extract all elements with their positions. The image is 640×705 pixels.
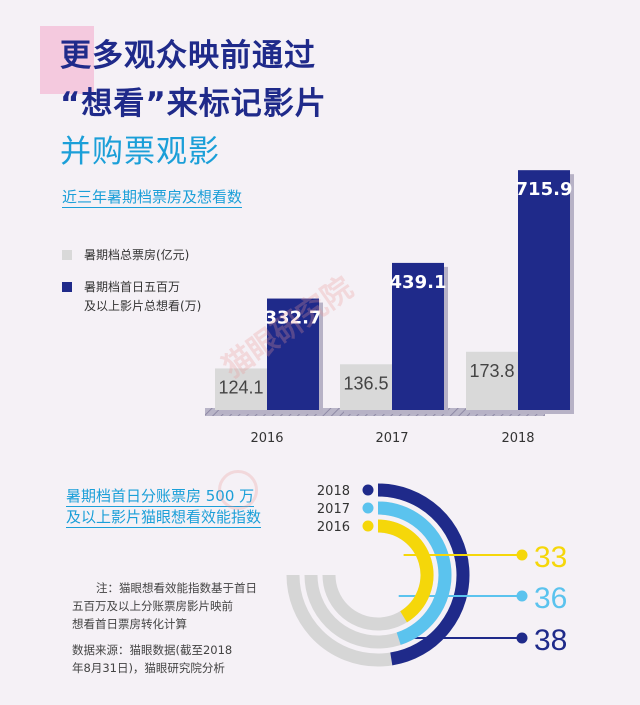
- legend-want-label-1: 暑期档首日五百万: [84, 280, 181, 294]
- ring-year-2017: 2017: [317, 502, 350, 517]
- source-line-2: 年8月31日)，猫眼研究院分析: [72, 661, 225, 675]
- note-line-3: 想看首日票房转化计算: [72, 617, 187, 631]
- ring-dot-2018: [362, 484, 374, 496]
- page-title-line-1: 更多观众映前通过: [60, 38, 316, 74]
- bar-want-2018: [518, 170, 570, 410]
- bar-label-want-2017: 439.1: [390, 272, 447, 293]
- ring-arc-2018: [377, 483, 470, 666]
- ring-value-2018: 38: [534, 624, 567, 657]
- bar-box-office-2016: [215, 368, 267, 410]
- bar-want-2017: [392, 262, 444, 410]
- note-line-1: 注：猫眼想看效能指数基于首日: [96, 581, 257, 595]
- watermark-logo: [218, 470, 258, 510]
- bar-box-office-2017: [340, 364, 392, 410]
- legend-want-label-2: 及以上影片总想看(万): [84, 299, 202, 313]
- ring-chart-title-line-2: 及以上影片猫眼想看效能指数: [66, 508, 262, 528]
- page-title-line-2: “想看”来标记影片: [60, 86, 327, 122]
- ring-end-dot-2017: [516, 590, 528, 602]
- ring-year-2016: 2016: [317, 520, 350, 535]
- bar-want-2016: [267, 298, 319, 410]
- bar-label-want-2018: 715.9: [516, 179, 573, 200]
- ring-year-2018: 2018: [317, 484, 350, 499]
- ring-chart-title-line-1: 暑期档首日分账票房 500 万: [66, 487, 255, 507]
- bar-label-box-office-2016: 124.1: [218, 377, 263, 397]
- bar-label-want-2016: 332.7: [265, 308, 322, 329]
- bar-label-box-office-2018: 173.8: [469, 361, 514, 381]
- bar-chart-title: 近三年暑期档票房及想看数: [62, 188, 243, 208]
- ring-dot-2016: [362, 520, 374, 532]
- bar-label-box-office-2017: 136.5: [343, 373, 388, 393]
- ring-arc-2017: [377, 501, 452, 645]
- legend-swatch-navy: [62, 282, 72, 292]
- ring-value-2016: 33: [534, 541, 567, 574]
- ring-value-2017: 36: [534, 582, 567, 615]
- bar-box-office-2018: [466, 351, 518, 410]
- note-line-2: 五百万及以上分账票房影片映前: [72, 599, 233, 613]
- ring-end-dot-2016: [516, 549, 528, 561]
- x-tick-2016: 2016: [250, 431, 283, 446]
- ring-arc-2016: [377, 519, 434, 623]
- title-highlight: [40, 26, 94, 94]
- x-tick-2017: 2017: [375, 431, 408, 446]
- source-line-1: 数据来源：猫眼数据(截至2018: [72, 643, 233, 657]
- bar-chart: 124.1 332.7 2016 136.5 439.1 2017 173.8 715.9 20…: [205, 170, 574, 446]
- legend-box-office-label: 暑期档总票房(亿元): [84, 248, 190, 262]
- x-tick-2018: 2018: [501, 431, 534, 446]
- ring-dot-2017: [362, 502, 374, 514]
- legend-swatch-gray: [62, 250, 72, 260]
- ring-end-dot-2018: [516, 632, 528, 644]
- page-title-line-3: 并购票观影: [60, 134, 220, 170]
